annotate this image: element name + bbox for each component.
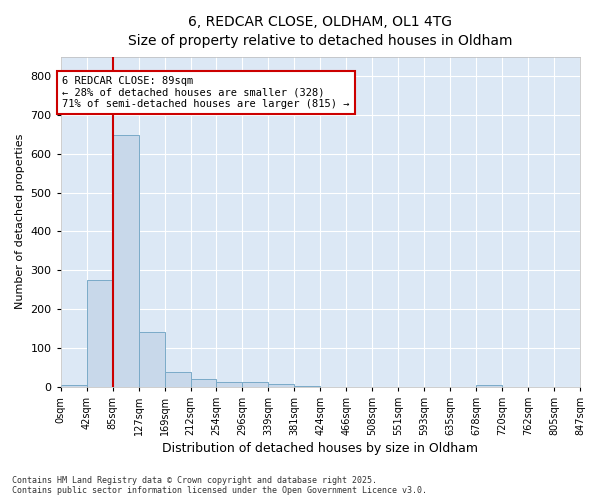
Title: 6, REDCAR CLOSE, OLDHAM, OL1 4TG
Size of property relative to detached houses in: 6, REDCAR CLOSE, OLDHAM, OL1 4TG Size of… — [128, 15, 512, 48]
Bar — [268, 384, 295, 386]
Bar — [113, 135, 139, 386]
Y-axis label: Number of detached properties: Number of detached properties — [15, 134, 25, 310]
Bar — [242, 382, 268, 386]
Bar — [191, 379, 217, 386]
Text: 6 REDCAR CLOSE: 89sqm
← 28% of detached houses are smaller (328)
71% of semi-det: 6 REDCAR CLOSE: 89sqm ← 28% of detached … — [62, 76, 349, 109]
Bar — [164, 372, 191, 386]
Bar — [86, 280, 113, 386]
Bar — [217, 382, 242, 386]
Bar — [61, 384, 86, 386]
X-axis label: Distribution of detached houses by size in Oldham: Distribution of detached houses by size … — [163, 442, 478, 455]
Text: Contains HM Land Registry data © Crown copyright and database right 2025.
Contai: Contains HM Land Registry data © Crown c… — [12, 476, 427, 495]
Bar — [476, 384, 502, 386]
Bar — [139, 332, 164, 386]
